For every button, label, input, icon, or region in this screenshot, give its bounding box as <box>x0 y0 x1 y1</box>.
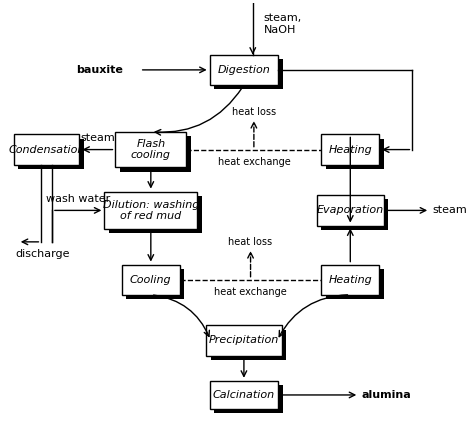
Text: Flash
cooling: Flash cooling <box>131 139 171 160</box>
FancyBboxPatch shape <box>317 196 383 226</box>
FancyBboxPatch shape <box>120 136 191 172</box>
Text: heat exchange: heat exchange <box>218 157 290 167</box>
Text: steam,
NaOH: steam, NaOH <box>264 13 302 35</box>
FancyBboxPatch shape <box>321 264 379 295</box>
FancyBboxPatch shape <box>206 325 282 356</box>
Text: bauxite: bauxite <box>76 65 123 75</box>
FancyBboxPatch shape <box>321 134 379 164</box>
Text: heat exchange: heat exchange <box>214 287 287 297</box>
FancyBboxPatch shape <box>210 329 286 360</box>
Text: alumina: alumina <box>361 390 411 400</box>
FancyBboxPatch shape <box>104 192 197 229</box>
Text: Cooling: Cooling <box>130 275 172 285</box>
FancyBboxPatch shape <box>127 269 184 299</box>
Text: discharge: discharge <box>16 249 70 259</box>
Text: wash water: wash water <box>46 194 110 204</box>
Text: Precipitation: Precipitation <box>209 335 279 346</box>
FancyBboxPatch shape <box>14 134 80 164</box>
FancyBboxPatch shape <box>214 385 283 414</box>
Text: Heating: Heating <box>328 144 372 155</box>
Text: Digestion: Digestion <box>218 65 270 75</box>
Text: steam: steam <box>80 133 115 143</box>
Text: heat loss: heat loss <box>228 237 273 247</box>
Text: Condensation: Condensation <box>9 144 85 155</box>
Text: Evaporation: Evaporation <box>317 205 384 215</box>
Text: steam: steam <box>432 205 467 215</box>
FancyBboxPatch shape <box>109 196 202 233</box>
FancyBboxPatch shape <box>326 139 383 169</box>
Text: heat loss: heat loss <box>232 107 276 117</box>
Text: Calcination: Calcination <box>213 390 275 400</box>
FancyBboxPatch shape <box>321 199 388 230</box>
FancyBboxPatch shape <box>115 132 186 167</box>
FancyBboxPatch shape <box>326 269 383 299</box>
FancyBboxPatch shape <box>122 264 180 295</box>
FancyBboxPatch shape <box>210 381 278 409</box>
Text: Heating: Heating <box>328 275 372 285</box>
Text: Dilution: washing
of red mud: Dilution: washing of red mud <box>103 200 199 221</box>
FancyBboxPatch shape <box>210 55 278 85</box>
FancyBboxPatch shape <box>18 139 84 169</box>
FancyBboxPatch shape <box>214 59 283 89</box>
